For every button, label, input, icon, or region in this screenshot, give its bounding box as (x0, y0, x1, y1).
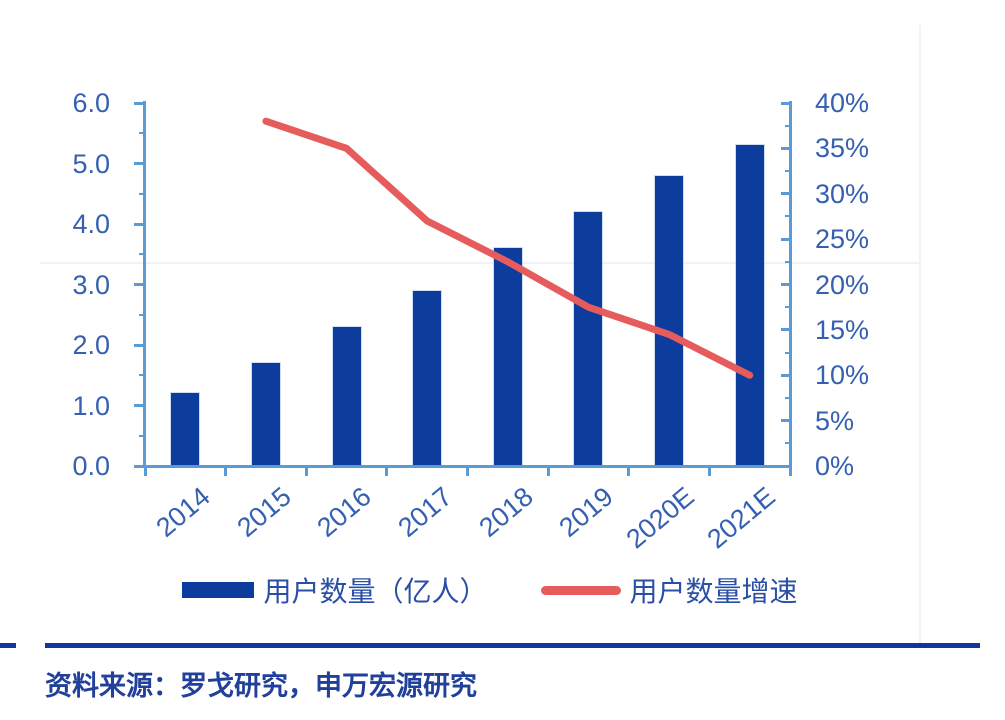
right-axis-label: 15% (815, 314, 870, 345)
x-axis-tick (143, 467, 147, 476)
line-series-swatch-icon (540, 585, 621, 595)
right-axis-tick (781, 373, 790, 377)
right-axis-minor-tick (785, 260, 790, 263)
bar-2019 (574, 211, 603, 466)
left-axis-label: 0.0 (72, 451, 110, 481)
right-axis-label: 10% (815, 360, 870, 391)
x-axis-tick (304, 467, 308, 476)
x-axis-tick (707, 467, 711, 476)
left-axis-tick (134, 343, 145, 347)
left-axis-minor-tick (139, 253, 145, 256)
right-axis-minor-tick (785, 442, 790, 445)
right-axis-label: 35% (815, 133, 870, 164)
left-axis-tick (134, 464, 145, 468)
x-axis-tick (546, 467, 550, 476)
bar-2017 (413, 290, 442, 466)
bar-2014 (171, 393, 200, 466)
left-axis-minor-tick (139, 374, 145, 377)
right-axis-label: 5% (815, 405, 855, 436)
faint-vertical-rule (919, 25, 921, 643)
right-axis-tick (781, 283, 790, 286)
legend-item-users: 用户数量（亿人） (182, 570, 488, 610)
x-axis-tick (788, 467, 792, 476)
left-axis-label: 2.0 (72, 330, 110, 360)
right-axis-minor-tick (785, 396, 790, 399)
bar-2021E (735, 145, 764, 466)
right-axis-label: 30% (815, 178, 870, 209)
right-axis-tick (781, 146, 790, 150)
left-y-axis-line (143, 101, 146, 468)
right-axis-tick (781, 328, 790, 332)
left-axis-tick (134, 162, 145, 165)
left-axis-minor-tick (139, 434, 145, 437)
right-axis-minor-tick (785, 124, 790, 127)
x-axis-tick (466, 467, 469, 476)
bar-series-swatch-icon (182, 582, 255, 598)
left-axis-minor-tick (139, 313, 145, 316)
right-axis-label: 0% (815, 451, 855, 481)
right-axis-tick (781, 419, 790, 423)
left-axis-label: 6.0 (72, 88, 110, 118)
chart-legend: 用户数量（亿人） 用户数量增速 (160, 576, 820, 607)
right-y-axis-line (789, 101, 792, 468)
right-axis-label: 25% (815, 224, 870, 255)
left-axis-tick (134, 222, 145, 226)
left-axis-tick (134, 101, 145, 105)
right-axis-minor-tick (785, 351, 790, 354)
right-axis-tick (781, 192, 790, 196)
left-axis-tick (134, 283, 145, 286)
right-axis-label: 20% (815, 269, 870, 300)
left-axis-label: 3.0 (72, 269, 110, 300)
left-axis-tick (134, 404, 145, 407)
separator-rule (45, 643, 980, 648)
source-attribution: 资料来源：罗戈研究，申万宏源研究 (45, 671, 477, 701)
x-axis-line (143, 465, 792, 468)
right-axis-minor-tick (785, 306, 790, 309)
legend-item-growth: 用户数量增速 (488, 570, 798, 610)
bar-series-label: 用户数量（亿人） (263, 576, 488, 607)
x-axis-tick (385, 467, 389, 476)
faint-horizontal-rule (40, 262, 920, 264)
bar-2015 (251, 363, 280, 466)
right-axis-tick (781, 237, 790, 241)
left-axis-label: 5.0 (72, 148, 110, 179)
bar-2016 (332, 326, 361, 466)
bar-2018 (493, 248, 522, 466)
separator-rule-left-stub (0, 643, 16, 648)
right-axis-minor-tick (785, 215, 790, 218)
left-axis-minor-tick (139, 192, 145, 195)
left-axis-label: 4.0 (72, 209, 110, 239)
left-axis-minor-tick (139, 132, 145, 135)
bar-2020E (655, 175, 684, 466)
right-axis-minor-tick (785, 170, 790, 173)
x-axis-tick (627, 467, 631, 476)
right-axis-label: 40% (815, 88, 870, 118)
growth-line (262, 117, 754, 379)
right-axis-tick (781, 101, 790, 105)
line-series-label: 用户数量增速 (629, 576, 798, 607)
left-axis-label: 1.0 (72, 390, 110, 421)
x-axis-tick (224, 467, 228, 476)
